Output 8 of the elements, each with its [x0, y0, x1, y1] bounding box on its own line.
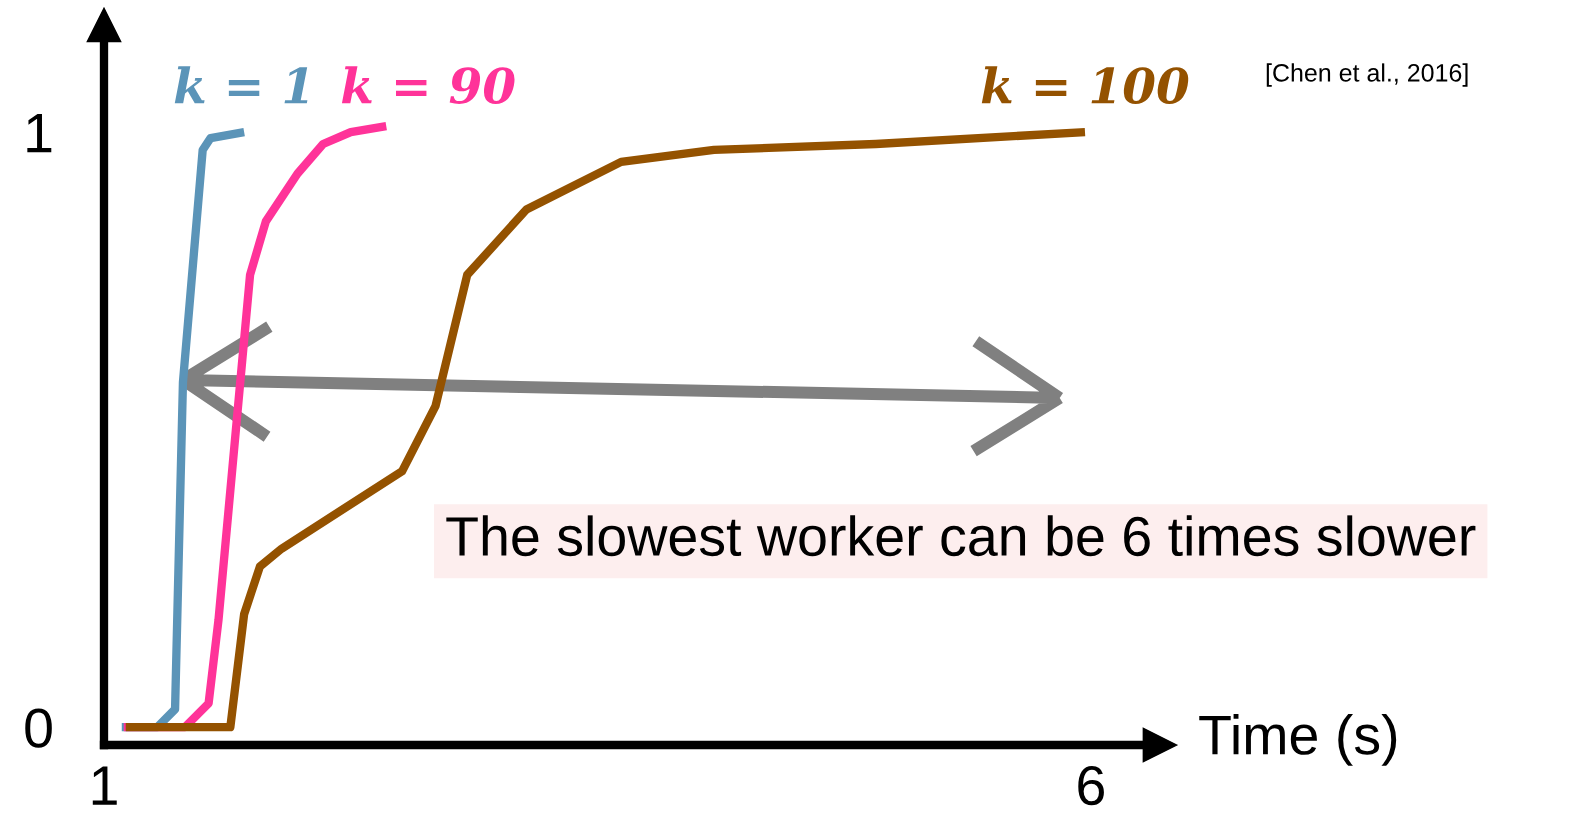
series-label: k = 90	[341, 66, 515, 104]
annotation: The slowest worker can be 6 times slower	[446, 515, 1476, 557]
series-label: k = 1	[174, 66, 308, 104]
series-label: k = 100	[981, 66, 1189, 104]
x-axis-title: Time (s)	[1199, 714, 1397, 766]
x-tick-label: 6	[1078, 765, 1104, 806]
text: [Chen et al., 2016]	[1266, 63, 1468, 87]
y-tick-label: 0	[25, 708, 52, 748]
